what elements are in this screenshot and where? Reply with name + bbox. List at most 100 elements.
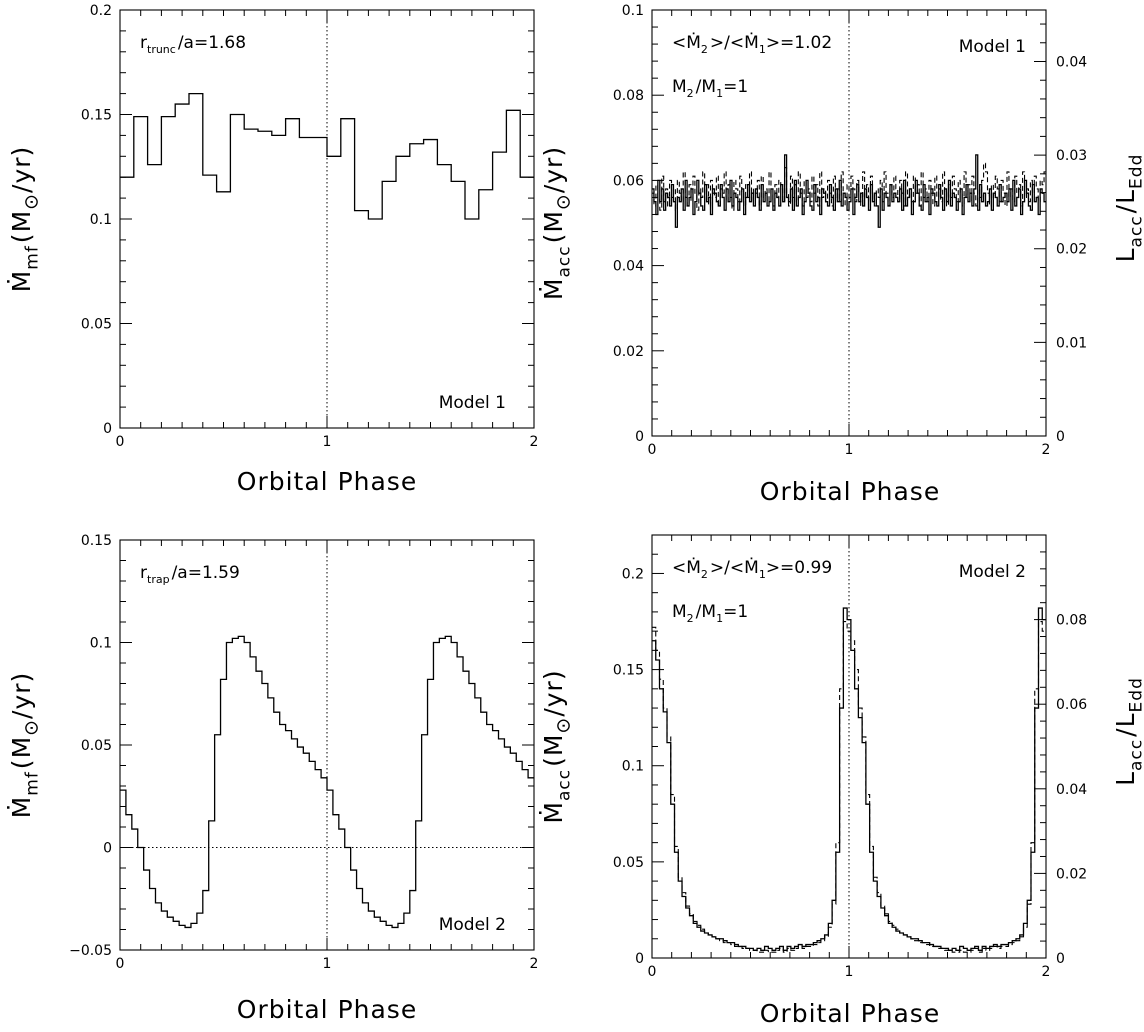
y-axis-label-sub: acc: [555, 245, 575, 277]
chart-panel-top-right: 0 1 200.020.040.060.080.100.010.020.030.04…: [539, 3, 1144, 506]
y-tick-label: 0.08: [613, 88, 644, 104]
annotation-main: Model 1: [439, 393, 506, 413]
y-axis-label-rest: (M: [7, 210, 36, 243]
annotation-bottom-right: Model 1: [439, 393, 506, 413]
annotation-main: Model 2: [959, 562, 1026, 582]
chart-panel-bottom-right: 0 1 200.050.10.150.200.020.040.060.08Orbit…: [539, 534, 1144, 1028]
x-axis-label: Orbital Phase: [237, 995, 417, 1024]
x-tick-label: 2: [530, 956, 539, 972]
annotation-main: <Ṁ: [672, 557, 701, 578]
plot-frame: [651, 534, 1047, 959]
y-tick-label: 0.05: [81, 317, 112, 333]
y2-axis-label-rest: /L: [1111, 712, 1140, 736]
annotation-top-left: <Ṁ2 >/<Ṁ1>=1.02: [672, 32, 832, 56]
y2-tick-label: 0: [1056, 951, 1065, 967]
y-tick-label: 0: [635, 951, 644, 967]
annotation-sub2: 1: [716, 612, 723, 625]
y-tick-label: 0.1: [90, 636, 112, 652]
x-axis-label: Orbital Phase: [760, 477, 940, 506]
annotation-sub: 2: [687, 87, 694, 100]
annotation-sub2: 1: [716, 87, 723, 100]
y2-tick-label: 0.01: [1056, 335, 1087, 351]
annotation-main: Model 2: [439, 915, 506, 935]
y-axis-label: Ṁacc(M⊙/yr): [539, 669, 575, 823]
y-tick-label: 0: [103, 841, 112, 857]
annotation-top-left: <Ṁ2 >/<Ṁ1>=0.99: [672, 557, 832, 581]
y2-axis-label-rest: /L: [1111, 189, 1140, 213]
annotation-main: Model 1: [959, 37, 1026, 57]
y-axis-label-main: Ṁ: [7, 270, 36, 293]
series-solid-line: [652, 607, 1046, 951]
y-tick-label: 0.06: [613, 173, 644, 189]
y-axis-label-unit: /yr): [7, 146, 36, 193]
y-tick-label: 0: [103, 421, 112, 437]
annotation-top-left: rtrunc/a=1.68: [140, 33, 246, 56]
annotation-main: M: [672, 602, 687, 622]
annotation-rest2: >=1.02: [766, 33, 832, 53]
annotation-top-right: Model 2: [959, 562, 1026, 582]
y2-tick-label: 0.08: [1056, 613, 1087, 629]
y2-axis-label-sub2: Edd: [1127, 677, 1144, 712]
y2-tick-label: 0: [1056, 429, 1065, 445]
y-axis-label-unit: /yr): [539, 669, 568, 716]
y-axis-label-rest: (M: [539, 734, 568, 767]
annotation-rest: /a=1.68: [178, 33, 246, 53]
x-tick-label: 2: [530, 434, 539, 450]
y-tick-label: 0.1: [90, 212, 112, 228]
y-tick-label: 0.05: [81, 738, 112, 754]
annotation-main: r: [140, 563, 147, 583]
annotation-top-right: Model 1: [959, 37, 1026, 57]
annotation-rest: /a=1.59: [172, 563, 240, 583]
y-tick-label: 0.04: [613, 259, 644, 275]
annotation-main: M: [672, 77, 687, 97]
y2-tick-label: 0.06: [1056, 697, 1087, 713]
annotation-sub2: 1: [759, 43, 766, 56]
series-dashed-line: [652, 620, 1046, 953]
annotation-bottom-right: Model 2: [439, 915, 506, 935]
annotation-top-left: rtrap/a=1.59: [140, 563, 240, 586]
y-axis-label-rest: (M: [539, 210, 568, 243]
x-tick-label: 1: [323, 434, 332, 450]
y-tick-label: 0.02: [613, 344, 644, 360]
y2-axis-label-sub: acc: [1127, 739, 1144, 771]
y-tick-label: 0.15: [81, 108, 112, 124]
y-tick-label: 0.15: [81, 533, 112, 549]
y-axis-label: Ṁacc(M⊙/yr): [539, 146, 575, 300]
x-tick-label: 0: [648, 442, 657, 458]
y2-tick-label: 0.04: [1056, 782, 1087, 798]
annotation-sub2: 1: [759, 568, 766, 581]
y-tick-label: 0.1: [622, 3, 644, 19]
annotation-rest2: >=0.99: [766, 558, 832, 578]
annotation-sub: 2: [701, 568, 708, 581]
y-axis-label: Ṁmf(M⊙/yr): [7, 146, 43, 293]
series-solid-line: [120, 635, 534, 929]
annotation-rest: /M: [696, 77, 716, 97]
y-tick-label: 0.05: [613, 855, 644, 871]
y-axis-label-sun-symbol: ⊙: [21, 193, 43, 210]
x-tick-label: 1: [845, 442, 854, 458]
annotation-sub: 2: [687, 612, 694, 625]
y-axis-label-unit: /yr): [539, 146, 568, 193]
series-solid-line: [120, 92, 534, 220]
annotation-top-left-2: M2/M1=1: [672, 602, 748, 625]
y-tick-label: 0.15: [613, 663, 644, 679]
x-tick-label: 0: [648, 964, 657, 980]
x-tick-label: 0: [116, 956, 125, 972]
y2-axis-label-main: L: [1111, 771, 1140, 786]
y2-axis-label-sub: acc: [1127, 215, 1144, 247]
y2-tick-label: 0.02: [1056, 242, 1087, 258]
x-axis-label: Orbital Phase: [760, 999, 940, 1028]
y2-axis-label: Lacc/LEdd: [1111, 154, 1144, 263]
annotation-rest: >/<Ṁ: [710, 557, 759, 578]
x-tick-label: 1: [323, 956, 332, 972]
y-axis-label-sub: mf: [23, 771, 43, 796]
annotation-main: <Ṁ: [672, 32, 701, 53]
x-tick-label: 1: [845, 964, 854, 980]
annotation-sub: trunc: [147, 43, 176, 56]
x-tick-label: 2: [1042, 964, 1051, 980]
annotation-top-left-2: M2/M1=1: [672, 77, 748, 100]
y-tick-label: 0.1: [622, 759, 644, 775]
chart-panel-top-left: 0 1 2 0 0.05 0.1 0.15 0.2 Orbital Phase Ṁmf(M⊙/yr…: [7, 3, 538, 496]
y-axis-label-rest: (M: [7, 736, 36, 769]
